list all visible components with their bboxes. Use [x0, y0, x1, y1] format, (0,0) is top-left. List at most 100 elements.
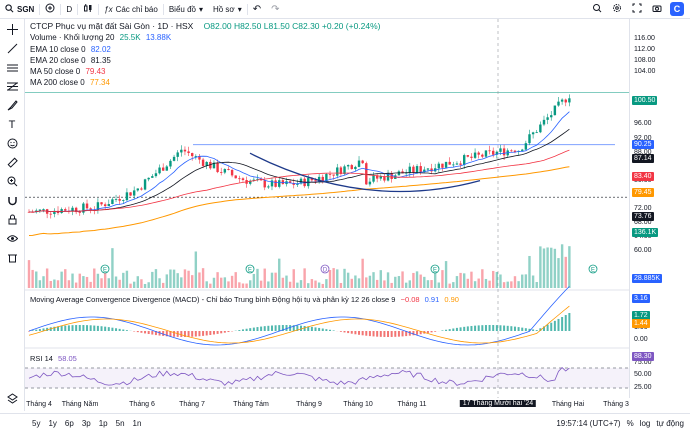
macd-histogram-bar [521, 328, 523, 331]
candle-body [485, 150, 487, 156]
log-toggle[interactable]: log [640, 419, 651, 428]
macd-tag: 3.16 [632, 294, 650, 303]
macd-histogram-bar [224, 331, 226, 333]
volume-bar [209, 284, 211, 288]
zoom-tool[interactable] [4, 174, 20, 190]
macd-histogram-bar [238, 330, 240, 331]
profile-button[interactable]: Hồ sơ ▾ [208, 0, 247, 18]
candle-body [467, 155, 469, 157]
brand-button[interactable]: C [670, 2, 684, 16]
macd-histogram-bar [383, 331, 385, 337]
range-button-3p[interactable]: 3p [78, 419, 95, 428]
volume-bar [412, 273, 414, 288]
indicators-button[interactable]: ƒx Các chỉ báo [99, 0, 163, 18]
macd-histogram-bar [300, 326, 302, 331]
smiley-icon [7, 138, 18, 151]
macd-histogram-bar [93, 326, 95, 331]
volume-bar [510, 281, 512, 288]
redo-button[interactable]: ↷ [266, 0, 284, 18]
volume-bar [151, 272, 153, 288]
macd-histogram-bar [35, 330, 37, 331]
magnet-tool[interactable] [4, 193, 20, 209]
macd-histogram-bar [452, 328, 454, 331]
change-value: +0.20 (+0.24%) [322, 21, 381, 31]
volume-bar [325, 279, 327, 288]
volume-bar [173, 270, 175, 288]
compare-button[interactable] [40, 0, 60, 18]
symbol-search[interactable]: SGN [0, 0, 39, 18]
macd-histogram-bar [518, 327, 520, 331]
macd-histogram-bar [267, 326, 269, 331]
macd-histogram-bar [315, 327, 317, 331]
volume-bar [532, 276, 534, 288]
macd-histogram-bar [115, 328, 117, 331]
emoji-tool[interactable] [4, 136, 20, 152]
macd-histogram-bar [151, 331, 153, 335]
macd-histogram-bar [340, 331, 342, 332]
volume-bar [361, 259, 363, 288]
macd-signal-value: 0.90 [444, 295, 459, 304]
snapshot-button[interactable] [650, 2, 664, 16]
macd-histogram-bar [496, 325, 498, 331]
ema20-label: EMA 20 close 0 [30, 56, 86, 65]
range-button-1p[interactable]: 1p [95, 419, 112, 428]
auto-scale-toggle[interactable]: tự động [656, 419, 684, 428]
visibility-tool[interactable] [4, 231, 20, 247]
settings-button[interactable] [610, 2, 624, 16]
undo-button[interactable]: ↶ [248, 0, 266, 18]
candle-body [336, 167, 338, 175]
range-button-1n[interactable]: 1n [129, 419, 146, 428]
candle-body [478, 153, 480, 155]
horizontal-lines-tool[interactable] [4, 60, 20, 76]
macd-histogram-bar [470, 326, 472, 331]
price-axis[interactable]: 116.00112.00108.00104.0096.0092.0088.008… [629, 19, 690, 398]
range-button-5y[interactable]: 5y [28, 419, 44, 428]
chart-type-label: Biểu đồ [169, 5, 196, 14]
range-button-1y[interactable]: 1y [44, 419, 60, 428]
volume-bar [126, 271, 128, 288]
volume-bar [253, 274, 255, 288]
candle-body [79, 212, 81, 213]
crosshair-tool[interactable] [4, 22, 20, 38]
candle-body [227, 169, 229, 170]
macd-histogram-bar [249, 328, 251, 331]
volume-bar [271, 273, 273, 288]
text-tool[interactable]: T [4, 117, 20, 133]
price-tag: 136.1K [632, 228, 658, 237]
trend-line-tool[interactable] [4, 41, 20, 57]
chart-type-button[interactable]: Biểu đồ ▾ [164, 0, 208, 18]
volume-bar [380, 270, 382, 288]
volume-bar [300, 280, 302, 288]
object-tree-tool[interactable] [4, 391, 20, 407]
time-tick-label: Tháng Năm [62, 401, 99, 408]
volume-bar [238, 282, 240, 288]
open-value: O82.00 [204, 21, 232, 31]
delete-tool[interactable] [4, 250, 20, 266]
range-button-5n[interactable]: 5n [112, 419, 129, 428]
macd-histogram-bar [217, 331, 219, 334]
interval-button[interactable]: D [61, 0, 77, 18]
candle-body [372, 175, 374, 181]
macd-histogram-bar [271, 325, 273, 331]
candle-body [224, 169, 226, 173]
fib-tool[interactable] [4, 79, 20, 95]
candle-body [267, 186, 269, 187]
candle-body [329, 174, 331, 175]
macd-histogram-bar [380, 331, 382, 337]
macd-histogram-bar [246, 329, 248, 331]
bar-style-button[interactable] [78, 0, 98, 18]
macd-histogram-bar [485, 325, 487, 331]
range-button-6p[interactable]: 6p [61, 419, 78, 428]
percent-toggle[interactable]: % [627, 419, 634, 428]
price-tick-label: 104.00 [634, 68, 655, 75]
fullscreen-button[interactable] [630, 2, 644, 16]
macd-histogram-bar [376, 331, 378, 337]
brush-tool[interactable] [4, 98, 20, 114]
alert-search-button[interactable] [590, 2, 604, 16]
lock-tool[interactable] [4, 212, 20, 228]
candle-body [176, 152, 178, 156]
measure-tool[interactable] [4, 155, 20, 171]
macd-histogram-bar [64, 326, 66, 331]
